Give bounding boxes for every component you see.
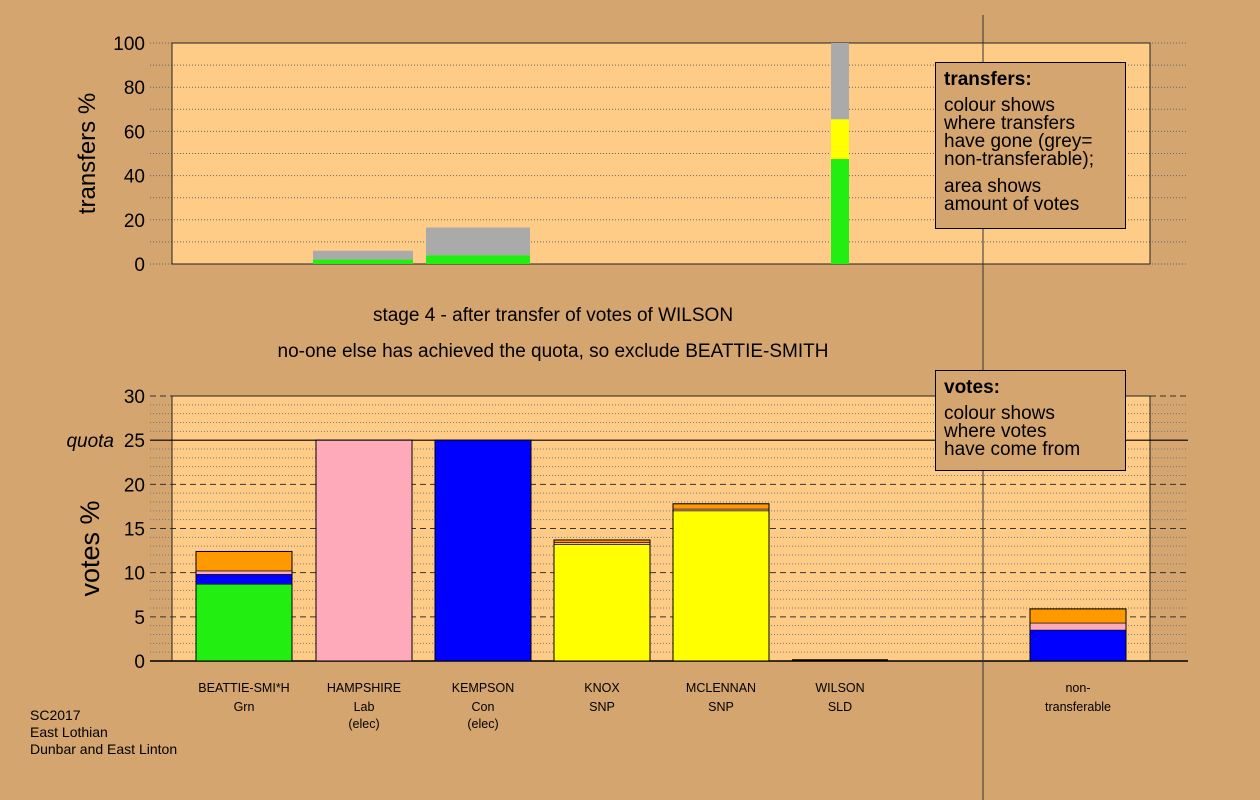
candidate-party-label: Con xyxy=(472,700,495,714)
transfer-bar-segment xyxy=(426,255,530,264)
vote-bar-segment xyxy=(1029,629,1127,662)
candidate-party-label: Grn xyxy=(234,700,255,714)
votes-tick-label: 20 xyxy=(124,475,145,496)
candidate-status-label: (elec) xyxy=(348,717,379,731)
footer-ward: Dunbar and East Linton xyxy=(30,741,178,757)
vote-bar-segment xyxy=(195,583,293,662)
transfers-legend-line: have gone (grey= xyxy=(944,131,1093,152)
transfer-bar-segment xyxy=(426,227,530,256)
transfers-legend: transfers: colour shows where transfers … xyxy=(935,62,1126,229)
candidate-party-label: transferable xyxy=(1045,700,1111,714)
votes-axis-label: votes % xyxy=(75,500,105,596)
transfers-axis-label: transfers % xyxy=(74,93,101,214)
transfer-bar-segment xyxy=(831,159,849,264)
vote-bar-segment xyxy=(1029,608,1127,624)
transfers-legend-line: amount of votes xyxy=(944,194,1080,215)
votes-legend-title: votes: xyxy=(944,377,1000,398)
transfer-bar-segment xyxy=(831,119,849,160)
vote-bar-outline xyxy=(315,439,413,662)
transfer-bar-segment xyxy=(313,250,413,260)
transfers-legend-line: area shows xyxy=(944,176,1042,197)
votes-tick-label: 0 xyxy=(134,652,145,673)
vote-bar-segment xyxy=(195,551,293,572)
vote-bar-segment xyxy=(195,570,293,575)
votes-legend-line: colour shows xyxy=(944,403,1055,424)
votes-legend-line: where votes xyxy=(944,421,1047,442)
footer-election: SC2017 xyxy=(30,707,81,723)
transfer-bar-segment xyxy=(313,259,413,264)
vote-bar-outline xyxy=(672,503,770,662)
transfers-tick-label: 0 xyxy=(134,255,145,276)
transfers-tick-label: 60 xyxy=(124,122,145,143)
candidate-name-label: BEATTIE-SMI*H xyxy=(198,681,289,695)
transfers-legend-line: non-transferable); xyxy=(944,149,1094,170)
candidate-name-label: KNOX xyxy=(584,681,620,695)
votes-tick-label: 30 xyxy=(124,387,145,408)
transfers-legend-line: where transfers xyxy=(944,113,1075,134)
candidate-party-label: SLD xyxy=(828,700,852,714)
candidate-name-label: KEMPSON xyxy=(452,681,515,695)
transfers-tick-label: 20 xyxy=(124,211,145,232)
transfers-tick-label: 80 xyxy=(124,78,145,99)
vote-bar-segment xyxy=(553,544,651,662)
candidate-name-label: HAMPSHIRE xyxy=(327,681,401,695)
vote-bar-segment xyxy=(434,439,532,662)
candidate-party-label: Lab xyxy=(354,700,375,714)
vote-bar-outline xyxy=(434,439,532,662)
transfers-tick-label: 100 xyxy=(113,34,145,55)
footer-council: East Lothian xyxy=(30,724,108,740)
transfers-legend-title: transfers: xyxy=(944,69,1032,90)
transfers-plot-border xyxy=(171,42,1151,265)
vote-bar-segment xyxy=(195,574,293,585)
transfer-bar-segment xyxy=(831,43,849,120)
transfers-tick-label: 40 xyxy=(124,167,145,188)
candidate-name-label: MCLENNAN xyxy=(686,681,756,695)
votes-tick-label: 5 xyxy=(134,608,145,629)
votes-tick-label: 15 xyxy=(124,520,145,541)
vote-bar-segment xyxy=(672,510,770,662)
footer: SC2017 East Lothian Dunbar and East Lint… xyxy=(30,707,177,758)
candidate-name-label: WILSON xyxy=(815,681,864,695)
vote-bar-outline xyxy=(195,550,293,662)
vote-bar-outline xyxy=(553,539,651,662)
transfers-legend-line: colour shows xyxy=(944,95,1055,116)
candidate-name-label: non- xyxy=(1065,681,1090,695)
vote-bar-outline xyxy=(1029,608,1127,662)
votes-legend-line: have come from xyxy=(944,439,1081,460)
stage-message: stage 4 - after transfer of votes of WIL… xyxy=(372,305,734,326)
candidate-status-label: (elec) xyxy=(467,717,498,731)
votes-chart: 0 5 10 15 20 25 30 quota votes % BEATTIE-SMI*H Grn… xyxy=(66,387,1188,731)
votes-tick-label: 25 xyxy=(124,431,145,452)
quota-label: quota xyxy=(66,431,114,452)
votes-legend: votes: colour shows where votes have com… xyxy=(935,370,1126,471)
vote-bar-segment xyxy=(672,503,770,510)
vote-bar-segment xyxy=(315,439,413,662)
vote-bar-segment xyxy=(1029,622,1127,631)
votes-tick-label: 10 xyxy=(124,564,145,585)
candidate-party-label: SNP xyxy=(708,700,734,714)
candidate-party-label: SNP xyxy=(589,700,615,714)
action-message: no-one else has achieved the quota, so e… xyxy=(277,341,829,362)
